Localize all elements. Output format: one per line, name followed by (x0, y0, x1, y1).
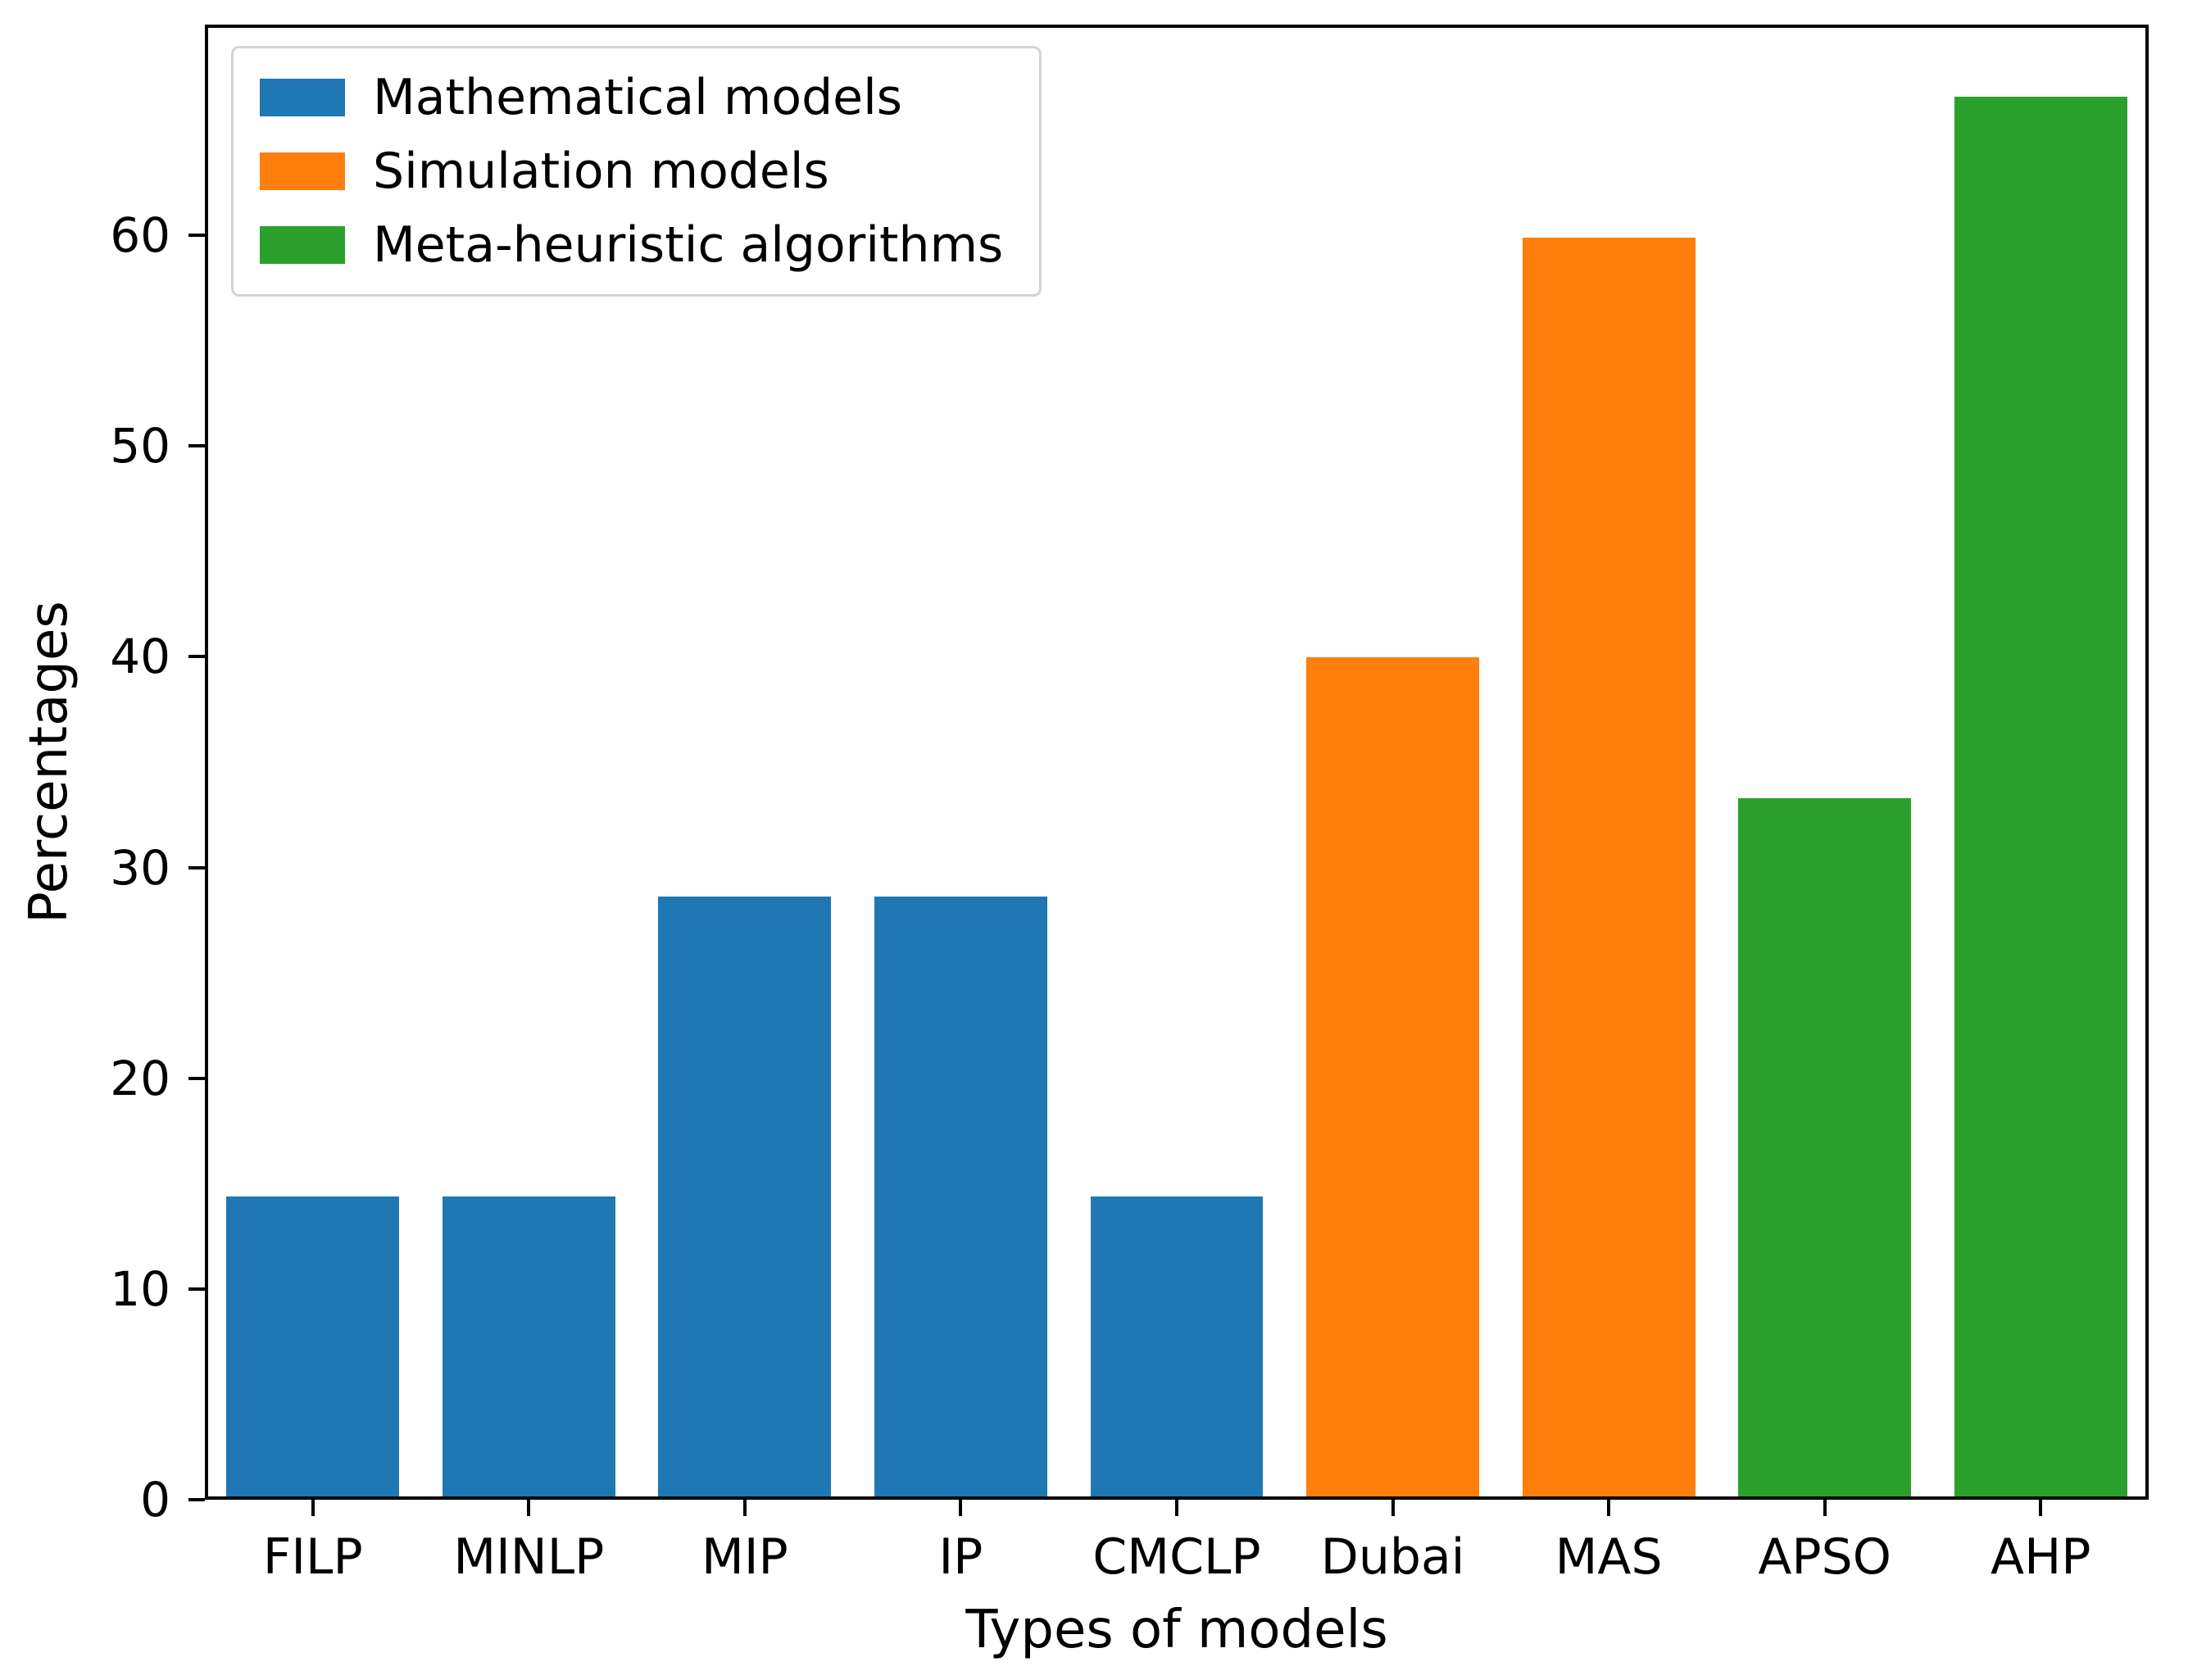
x-tick-mark (527, 1500, 531, 1516)
bar-APSO (1738, 797, 1912, 1496)
y-tick-label: 40 (110, 629, 170, 685)
legend-swatch-icon (260, 152, 345, 190)
x-axis-label: Types of models (965, 1600, 1388, 1660)
x-tick-label-MINLP: MINLP (453, 1528, 605, 1586)
x-tick-mark (311, 1500, 315, 1516)
x-tick-mark (2039, 1500, 2043, 1516)
legend-label: Meta-heuristic algorithms (373, 216, 1004, 274)
bar-MIP (658, 896, 832, 1496)
x-tick-label-APSO: APSO (1758, 1528, 1891, 1586)
legend-label: Simulation models (373, 143, 829, 200)
plot-area: Mathematical models Simulation models Meta… (205, 25, 2149, 1500)
x-tick-mark (1823, 1500, 1827, 1516)
y-tick-mark (188, 1076, 205, 1080)
x-tick-label-AHP: AHP (1991, 1528, 2091, 1586)
bar-MAS (1522, 238, 1695, 1496)
x-tick-mark (1391, 1500, 1395, 1516)
plot-inner: Mathematical models Simulation models Meta… (208, 28, 2145, 1496)
x-tick-label-IP: IP (938, 1528, 983, 1586)
x-tick-mark (1175, 1500, 1178, 1516)
y-tick-label: 20 (110, 1050, 170, 1106)
x-tick-mark (742, 1500, 747, 1516)
y-axis-label: Percentages (19, 601, 79, 924)
bar-Dubai (1306, 657, 1479, 1496)
bar-MINLP (442, 1196, 615, 1496)
y-tick-mark (188, 655, 205, 659)
x-tick-label-CMCLP: CMCLP (1092, 1528, 1261, 1586)
y-tick-mark (188, 865, 205, 870)
x-tick-mark (1607, 1500, 1611, 1516)
legend-label: Mathematical models (373, 69, 902, 126)
y-tick-label: 60 (110, 207, 170, 264)
legend-item: Mathematical models (260, 68, 1003, 127)
bar-AHP (1954, 97, 2127, 1496)
bar-IP (874, 896, 1047, 1496)
y-tick-mark (188, 234, 205, 238)
legend-item: Simulation models (260, 142, 1003, 201)
y-tick-label: 50 (110, 418, 170, 474)
x-tick-label-Dubai: Dubai (1320, 1528, 1465, 1586)
x-tick-label-FILP: FILP (262, 1528, 363, 1586)
y-tick-mark (188, 1287, 205, 1291)
legend: Mathematical models Simulation models Meta… (231, 46, 1042, 297)
legend-swatch-icon (260, 226, 345, 264)
y-tick-label: 0 (140, 1472, 170, 1528)
bar-FILP (226, 1196, 400, 1496)
x-tick-label-MIP: MIP (701, 1528, 788, 1586)
legend-swatch-icon (260, 79, 345, 116)
y-tick-mark (188, 1498, 205, 1501)
y-tick-label: 10 (110, 1260, 170, 1317)
y-tick-label: 30 (110, 839, 170, 896)
y-tick-mark (188, 444, 205, 448)
bar-CMCLP (1090, 1196, 1264, 1496)
legend-item: Meta-heuristic algorithms (260, 216, 1003, 275)
x-tick-label-MAS: MAS (1555, 1528, 1663, 1586)
x-tick-mark (959, 1500, 963, 1516)
